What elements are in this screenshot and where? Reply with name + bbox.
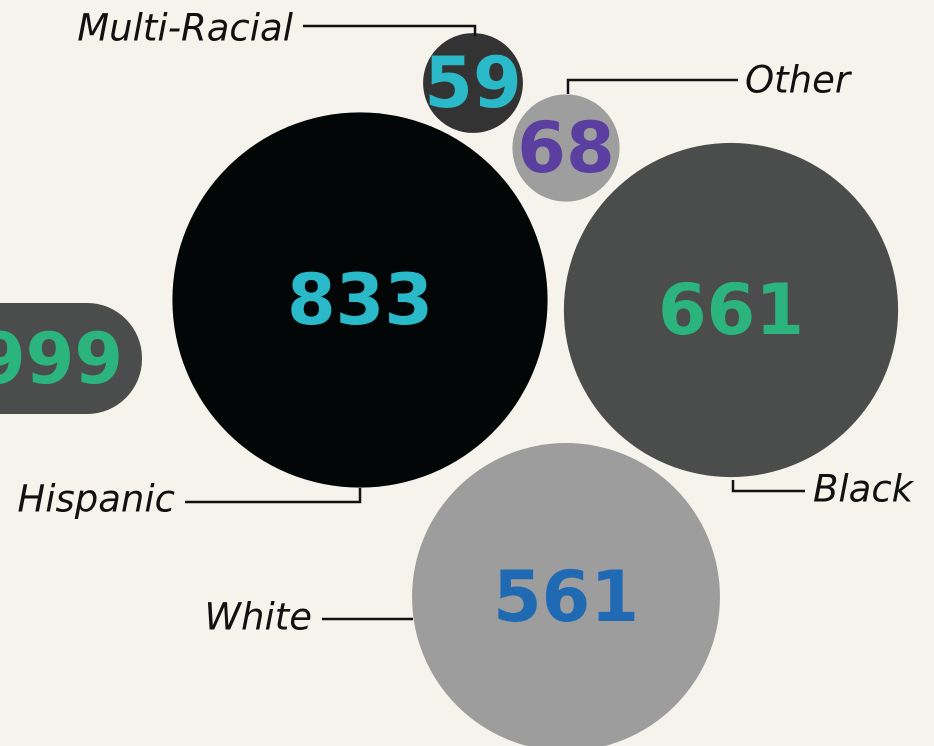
value-label: 68 bbox=[517, 107, 614, 189]
leader-line bbox=[303, 24, 477, 36]
value-label: 661 bbox=[658, 269, 804, 351]
bubble bbox=[423, 33, 523, 133]
value-label: 999 bbox=[0, 318, 123, 400]
leader-line bbox=[566, 78, 738, 94]
bubble-pill bbox=[0, 303, 142, 414]
value-label: 833 bbox=[287, 259, 433, 341]
bubble bbox=[512, 94, 620, 202]
category-label: Multi-Racial bbox=[77, 7, 293, 50]
leader-line bbox=[731, 480, 805, 493]
bubble bbox=[563, 142, 899, 478]
category-label: Black bbox=[813, 468, 915, 511]
value-label: 561 bbox=[493, 556, 639, 638]
category-label: White bbox=[204, 596, 312, 639]
bubble bbox=[172, 112, 548, 488]
bubble bbox=[412, 443, 720, 746]
leader-line bbox=[185, 488, 362, 504]
category-label: Hispanic bbox=[17, 478, 175, 521]
value-label: 59 bbox=[424, 42, 521, 124]
category-label: Other bbox=[745, 59, 853, 102]
